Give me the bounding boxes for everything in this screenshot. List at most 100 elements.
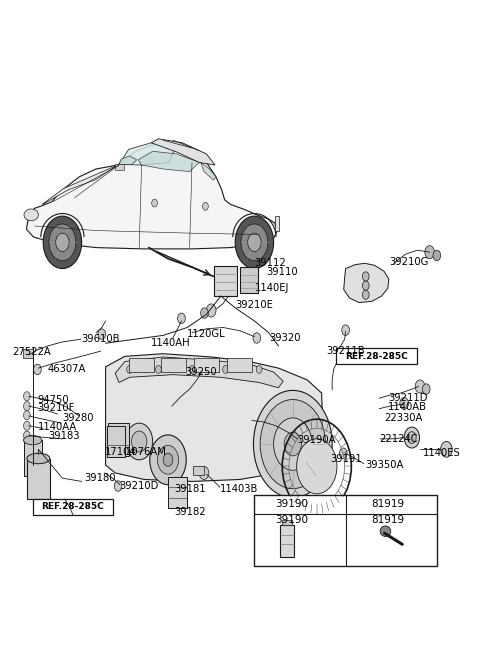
Circle shape [235,216,274,269]
Text: 39210F: 39210F [37,403,75,413]
Bar [214,266,237,296]
Circle shape [248,233,261,252]
Circle shape [404,427,420,448]
Text: 1140ES: 1140ES [422,448,460,458]
Text: 39110: 39110 [266,267,298,278]
Text: 81919: 81919 [371,499,405,510]
Circle shape [256,365,262,373]
Circle shape [126,423,153,460]
Bar [161,358,186,372]
Bar [280,525,294,557]
Text: 39211D: 39211D [388,393,427,403]
Bar [275,216,279,231]
Circle shape [422,384,430,394]
Text: REF.28-285C: REF.28-285C [345,352,408,361]
Bar [24,440,42,476]
Circle shape [24,392,30,401]
Circle shape [425,246,434,259]
Text: 39183: 39183 [48,431,80,441]
Circle shape [206,304,216,317]
Circle shape [152,199,157,207]
Circle shape [189,365,195,373]
Text: 39182: 39182 [174,507,206,517]
Circle shape [163,453,173,466]
Text: 1140EJ: 1140EJ [254,283,289,293]
Text: 39610B: 39610B [82,334,120,345]
Circle shape [223,365,228,373]
Text: REF.28-285C: REF.28-285C [42,502,104,512]
Circle shape [49,224,76,261]
Circle shape [297,439,337,494]
Circle shape [24,411,30,420]
Bar [27,458,50,499]
Text: 39210D: 39210D [119,481,158,491]
Bar [107,426,125,457]
Bar [227,358,252,372]
Circle shape [362,281,369,290]
Ellipse shape [24,209,38,221]
Circle shape [24,431,30,440]
Bar [336,348,417,364]
Bar [193,466,204,475]
Bar [129,358,154,372]
PathPatch shape [106,354,323,481]
Text: 22124C: 22124C [379,434,418,444]
PathPatch shape [344,263,389,303]
Text: 39181: 39181 [174,483,206,494]
Circle shape [127,365,132,373]
Text: 27522A: 27522A [12,347,51,358]
Text: 1140AB: 1140AB [388,402,427,413]
Circle shape [157,445,179,474]
PathPatch shape [201,162,216,180]
PathPatch shape [119,156,137,164]
Text: 11403B: 11403B [220,483,258,494]
Circle shape [43,216,82,269]
Circle shape [342,325,349,335]
Bar [23,349,33,358]
Bar [115,164,124,170]
Bar [240,267,258,293]
Ellipse shape [380,526,391,536]
Bar [194,358,219,372]
Circle shape [253,333,261,343]
Circle shape [241,224,268,261]
PathPatch shape [115,357,283,388]
Circle shape [24,402,30,411]
Text: 1076AM: 1076AM [126,447,167,457]
Text: 39210E: 39210E [235,299,273,310]
Text: 1140AA: 1140AA [37,422,77,432]
PathPatch shape [26,143,277,249]
Text: 39211B: 39211B [326,346,365,356]
Text: 39320: 39320 [269,333,300,343]
PathPatch shape [119,143,177,165]
Circle shape [339,448,347,458]
PathPatch shape [138,151,199,172]
Text: 17104: 17104 [105,447,136,457]
Circle shape [274,418,312,470]
Circle shape [98,329,106,339]
Circle shape [132,431,147,452]
Circle shape [433,250,441,261]
Text: 39190A: 39190A [298,435,336,445]
Bar [168,477,187,508]
Circle shape [178,313,185,324]
Text: 94750: 94750 [37,394,69,405]
Bar [282,520,292,525]
Circle shape [199,466,209,479]
Circle shape [253,390,332,498]
Circle shape [24,421,30,430]
Text: 81919: 81919 [371,515,405,525]
Text: 39190: 39190 [276,499,308,510]
Text: 39180: 39180 [84,473,116,483]
Text: 1120GL: 1120GL [187,329,226,339]
Text: 1140AH: 1140AH [151,337,191,348]
Circle shape [362,272,369,281]
Circle shape [201,308,208,318]
Ellipse shape [27,453,50,464]
Text: 39112: 39112 [254,258,286,269]
Bar [108,423,129,456]
Circle shape [56,233,69,252]
Bar [33,499,113,515]
Circle shape [260,400,325,489]
Text: 39210G: 39210G [389,257,428,267]
